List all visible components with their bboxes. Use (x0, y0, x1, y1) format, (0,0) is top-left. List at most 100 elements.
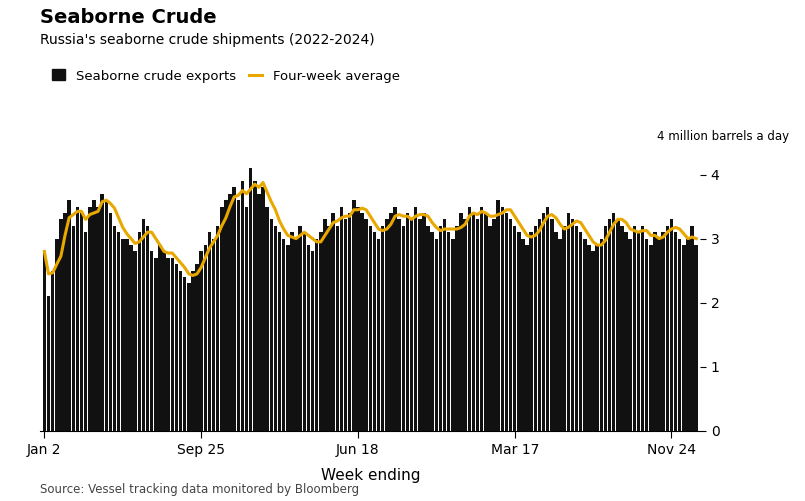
Bar (637, 232, 640, 431)
Bar (682, 245, 686, 431)
Bar (158, 245, 162, 431)
Bar (653, 232, 657, 431)
Bar (559, 238, 562, 431)
Bar (398, 219, 401, 431)
Bar (625, 232, 628, 431)
Bar (538, 219, 541, 431)
Bar (109, 213, 112, 431)
Bar (530, 232, 533, 431)
Bar (241, 181, 244, 431)
Bar (224, 200, 228, 431)
Bar (678, 238, 682, 431)
Bar (163, 252, 166, 431)
Bar (171, 258, 174, 431)
Text: 4 million barrels a day: 4 million barrels a day (657, 130, 789, 143)
Bar (695, 245, 698, 431)
Bar (596, 245, 599, 431)
Bar (468, 206, 471, 431)
Bar (575, 226, 578, 431)
Bar (299, 226, 302, 431)
Bar (262, 187, 265, 431)
Bar (323, 219, 327, 431)
Bar (303, 232, 306, 431)
Bar (101, 194, 104, 431)
Bar (125, 238, 129, 431)
Bar (249, 168, 253, 431)
Bar (422, 213, 426, 431)
Bar (68, 200, 71, 431)
Bar (563, 226, 566, 431)
Bar (55, 238, 59, 431)
Bar (431, 232, 434, 431)
Bar (443, 219, 446, 431)
Bar (274, 226, 277, 431)
Bar (187, 284, 191, 431)
Bar (377, 238, 380, 431)
Bar (220, 206, 224, 431)
Text: Russia's seaborne crude shipments (2022-2024): Russia's seaborne crude shipments (2022-… (40, 33, 375, 47)
Bar (670, 219, 673, 431)
Bar (369, 226, 372, 431)
Bar (336, 226, 339, 431)
Bar (402, 226, 405, 431)
Bar (451, 238, 455, 431)
Bar (344, 219, 347, 431)
Bar (497, 200, 500, 431)
Bar (113, 226, 116, 431)
Bar (175, 264, 178, 431)
Bar (464, 219, 467, 431)
Bar (80, 213, 83, 431)
Bar (686, 238, 690, 431)
Bar (567, 213, 570, 431)
Bar (59, 219, 63, 431)
Bar (517, 232, 521, 431)
Bar (550, 219, 554, 431)
Bar (649, 245, 653, 431)
Bar (674, 232, 677, 431)
Bar (134, 252, 137, 431)
Bar (600, 238, 603, 431)
Bar (295, 238, 298, 431)
Bar (389, 213, 393, 431)
Bar (554, 232, 558, 431)
Bar (72, 226, 75, 431)
Bar (200, 252, 203, 431)
Bar (278, 232, 281, 431)
Bar (43, 252, 46, 431)
Bar (385, 219, 389, 431)
Bar (142, 219, 145, 431)
Legend: Seaborne crude exports, Four-week average: Seaborne crude exports, Four-week averag… (47, 64, 405, 88)
Bar (270, 219, 273, 431)
Bar (447, 232, 451, 431)
Bar (117, 232, 121, 431)
Bar (472, 213, 475, 431)
Bar (245, 206, 248, 431)
Bar (191, 271, 195, 431)
Bar (266, 206, 269, 431)
Bar (493, 219, 496, 431)
Bar (121, 238, 125, 431)
Bar (315, 238, 319, 431)
Bar (328, 226, 331, 431)
Bar (629, 238, 632, 431)
Bar (427, 226, 430, 431)
Bar (373, 232, 376, 431)
Bar (130, 245, 133, 431)
Bar (592, 252, 595, 431)
Bar (406, 213, 409, 431)
Bar (645, 238, 649, 431)
Bar (542, 213, 545, 431)
Bar (319, 232, 323, 431)
Bar (394, 206, 397, 431)
Bar (488, 226, 492, 431)
Text: Source: Vessel tracking data monitored by Bloomberg: Source: Vessel tracking data monitored b… (40, 483, 359, 496)
Bar (146, 226, 149, 431)
Bar (579, 232, 583, 431)
Bar (608, 219, 611, 431)
Bar (183, 277, 187, 431)
Bar (356, 206, 360, 431)
Bar (150, 252, 154, 431)
Bar (546, 206, 550, 431)
Bar (332, 213, 335, 431)
Bar (501, 206, 504, 431)
